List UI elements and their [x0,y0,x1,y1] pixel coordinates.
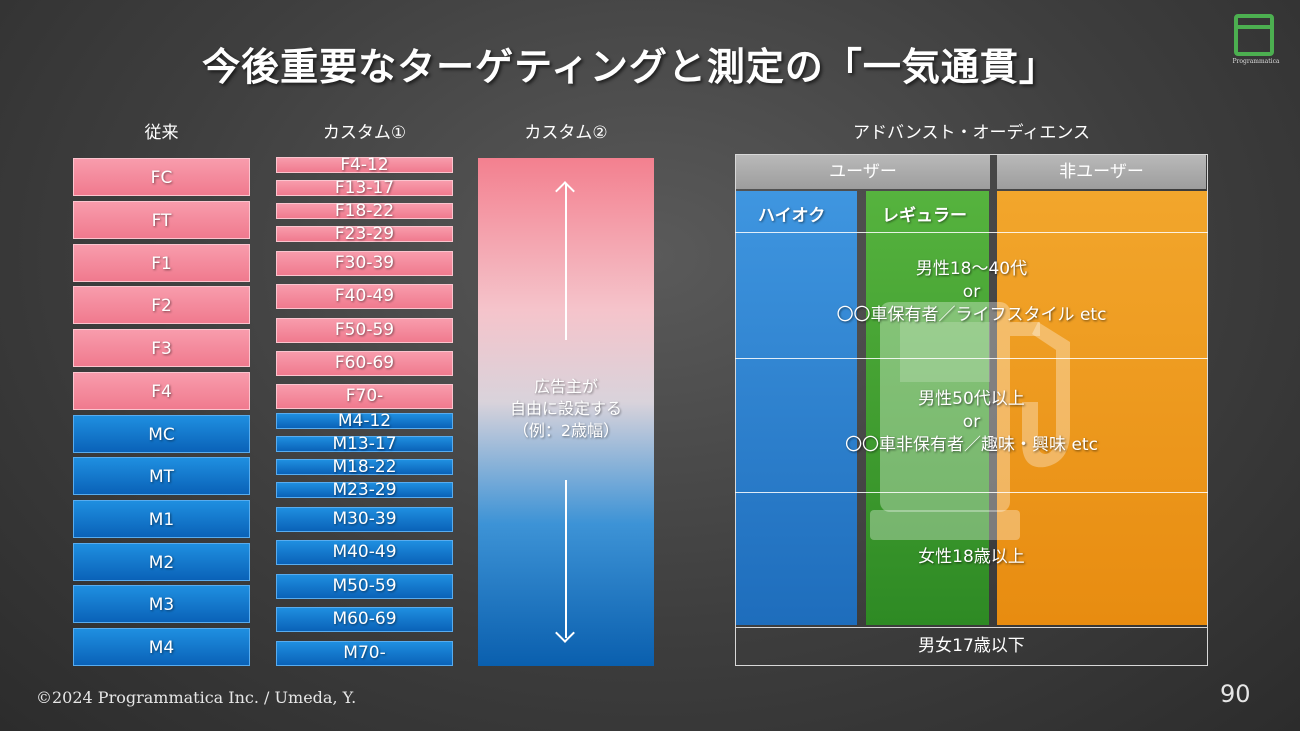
custom1-header: カスタム① [322,123,407,143]
logo-name: Programmatica [1232,58,1280,65]
audience-row-1: 男性18～40代 or 〇〇車保有者／ライフスタイル etc [735,258,1208,327]
programmatica-logo: Programmatica [1232,14,1280,65]
custom1-bar: F23-29 [276,226,453,243]
custom1-bar: M30-39 [276,507,453,532]
row-divider [735,358,1208,359]
traditional-bar: F2 [73,286,250,324]
custom2-line: （例：2歳幅） [512,421,620,440]
custom1-bar: M23-29 [276,482,453,499]
high-octane-segment: ハイオク [736,191,857,625]
user-tab: ユーザー [736,155,990,189]
custom1-bar: F60-69 [276,351,453,376]
non-user-segment [997,191,1207,625]
custom2-gradient-box: 広告主が 自由に設定する （例：2歳幅） [478,158,654,666]
custom1-bar: M50-59 [276,574,453,599]
traditional-header: 従来 [144,123,179,143]
custom1-bar: M4-12 [276,413,453,430]
custom1-bar: F30-39 [276,251,453,276]
custom1-bar: M60-69 [276,607,453,632]
custom2-description: 広告主が 自由に設定する （例：2歳幅） [478,376,654,442]
audience-row-line: or [962,412,981,432]
regular-label: レギュラー [882,206,967,226]
audience-row-line: 男性18～40代 [915,259,1028,279]
traditional-bar: F3 [73,329,250,367]
non-user-tab: 非ユーザー [997,155,1206,189]
arrow-down-icon [555,623,575,643]
traditional-bar: MT [73,457,250,495]
custom1-bar: M18-22 [276,459,453,476]
audience-row-line: or [962,282,981,302]
row-divider [735,232,1208,233]
traditional-bar: F4 [73,372,250,410]
custom1-bar: M13-17 [276,436,453,453]
page-number: 90 [1220,680,1251,708]
high-octane-label: ハイオク [758,206,826,226]
audience-row-line: 女性18歳以上 [918,547,1025,567]
custom1-bar: M70- [276,641,453,666]
audience-row-line: 〇〇車保有者／ライフスタイル etc [836,305,1107,325]
custom1-bar: F40-49 [276,284,453,309]
audience-row-3: 女性18歳以上 [735,546,1208,569]
advanced-header: アドバンスト・オーディエンス [853,123,1090,143]
traditional-bar: FT [73,201,250,239]
custom1-bar: F4-12 [276,157,453,174]
custom1-bar: F13-17 [276,180,453,197]
audience-row-line: 〇〇車非保有者／趣味・興味 etc [845,435,1098,455]
custom1-bar: F70- [276,384,453,409]
custom2-line: 自由に設定する [509,399,622,418]
copyright-footer: ©2024 Programmatica Inc. / Umeda, Y. [36,688,357,707]
custom1-bar: M40-49 [276,540,453,565]
traditional-bar: M2 [73,543,250,581]
under-18-row: 男女17歳以下 [735,627,1208,666]
custom2-header: カスタム② [524,123,608,143]
audience-row-line: 男性50代以上 [918,389,1025,409]
traditional-bar: FC [73,158,250,196]
traditional-bar: M1 [73,500,250,538]
arrow-down-line [565,480,567,638]
traditional-bar: F1 [73,244,250,282]
traditional-bar: MC [73,415,250,453]
row-divider [735,492,1208,493]
arrow-up-line [565,184,567,340]
custom1-bar: F18-22 [276,203,453,220]
traditional-bar: M3 [73,585,250,623]
custom2-line: 広告主が [533,377,598,396]
traditional-bar: M4 [73,628,250,666]
custom1-bar: F50-59 [276,318,453,343]
logo-cup-icon [1234,14,1274,56]
page-title: 今後重要なターゲティングと測定の「一気通貫」 [202,45,1058,89]
regular-segment: レギュラー [866,191,989,625]
audience-row-2: 男性50代以上 or 〇〇車非保有者／趣味・興味 etc [735,388,1208,457]
fuel-pump-icon [870,302,1070,540]
